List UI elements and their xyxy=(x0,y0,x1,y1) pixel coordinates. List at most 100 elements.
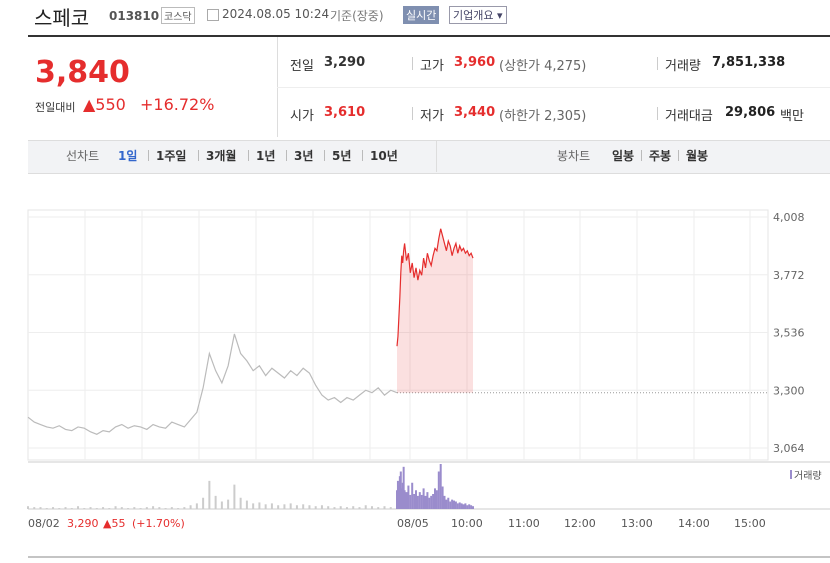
volume-bar xyxy=(195,503,198,509)
volume-bar xyxy=(270,503,273,509)
volume-bar xyxy=(220,501,223,509)
tab-sep xyxy=(678,150,679,161)
chart: 4,008 3,772 3,536 3,300 3,064 거래량 08/02 08/05 10… xyxy=(27,209,830,558)
volume-bar xyxy=(428,497,431,509)
x-tick-label: 14:00 xyxy=(678,517,710,530)
volume-bar xyxy=(370,506,373,509)
volume-bar xyxy=(430,495,433,509)
volume-bar xyxy=(308,505,311,509)
volume-bar xyxy=(437,471,440,509)
tab-sep xyxy=(198,150,199,161)
volume-bar xyxy=(289,503,292,509)
volume-bar xyxy=(33,507,36,509)
tab-sep xyxy=(148,150,149,161)
y-tick-label: 3,300 xyxy=(773,384,805,397)
tab[interactable]: 3년 xyxy=(294,149,314,163)
x-tick-label: 12:00 xyxy=(564,517,596,530)
cell-value: 3,290 xyxy=(324,55,366,70)
volume-bar xyxy=(451,499,454,509)
volume-bar xyxy=(377,507,380,509)
volume-bar xyxy=(413,494,416,509)
realtime-button[interactable]: 실시간 xyxy=(403,6,440,24)
tab[interactable]: 3개월 xyxy=(206,149,237,163)
x-tick-label: 08/02 xyxy=(28,517,60,530)
volume-bar xyxy=(434,488,436,509)
volume-bar xyxy=(214,495,217,509)
volume-bar xyxy=(383,506,386,509)
volume-bar xyxy=(302,504,305,509)
cell-note: (상한가 4,275) xyxy=(499,59,587,74)
tab[interactable]: 1년 xyxy=(256,149,276,163)
volume-bar xyxy=(239,497,242,509)
volume-bar xyxy=(114,506,117,509)
price-box: 3,840 전일대비 ▲550 +16.72% xyxy=(28,37,278,137)
volume-bar xyxy=(227,499,230,509)
tab[interactable]: 일봉 xyxy=(612,149,635,163)
volume-bar xyxy=(58,508,61,509)
volume-bar xyxy=(445,499,448,509)
cell-value: 3,440 xyxy=(454,105,496,120)
y-tick-label: 3,064 xyxy=(773,442,805,455)
volume-bar xyxy=(233,484,236,509)
volume-bar xyxy=(439,464,442,509)
volume-bar xyxy=(283,504,286,509)
volume-bar xyxy=(83,508,86,509)
market-badge: 코스닥 xyxy=(161,7,195,24)
volume-bar xyxy=(64,507,67,509)
volume-bar xyxy=(327,506,330,509)
tab-sep xyxy=(641,150,642,161)
change: ▲550 xyxy=(83,95,126,114)
volume-bar xyxy=(407,485,410,509)
volume-bar xyxy=(415,490,417,509)
volume-bar xyxy=(77,506,80,509)
cell-label: 고가 xyxy=(420,59,444,74)
volume-bar xyxy=(108,508,111,509)
cell-label: 전일 xyxy=(290,59,314,74)
tab-group-label: 봉차트 xyxy=(557,149,591,163)
volume-bar xyxy=(102,507,105,509)
volume-bar xyxy=(27,506,29,509)
y-tick-label: 3,536 xyxy=(773,327,805,340)
volume-bar xyxy=(424,495,427,509)
volume-bar xyxy=(389,507,392,509)
volume-bar xyxy=(164,508,167,509)
cell-label: 저가 xyxy=(420,109,444,124)
volume-bar xyxy=(345,507,348,509)
tab[interactable]: 1주일 xyxy=(156,149,187,163)
tab[interactable]: 1일 xyxy=(118,149,138,163)
volume-bar xyxy=(418,492,421,509)
volume-bar xyxy=(458,502,461,509)
datetime: 2024.08.05 10:24 xyxy=(222,7,330,21)
tab[interactable]: 주봉 xyxy=(649,149,672,163)
cell-divider xyxy=(412,107,413,120)
tab[interactable]: 5년 xyxy=(332,149,352,163)
volume-bar xyxy=(449,501,452,509)
overview-text: 기업개요 xyxy=(453,9,494,22)
tab-divider xyxy=(436,141,437,172)
tab-sep xyxy=(324,150,325,161)
row-rule xyxy=(277,87,830,88)
cell-divider xyxy=(657,107,658,120)
volume-bar xyxy=(453,500,455,509)
volume-bar xyxy=(314,506,317,509)
tab[interactable]: 10년 xyxy=(370,149,398,163)
stock-name: 스페코 xyxy=(34,6,90,30)
cell-divider xyxy=(657,57,658,70)
volume-bar xyxy=(466,505,469,509)
volume-bar xyxy=(145,507,148,509)
volume-bar xyxy=(95,508,98,509)
stock-code: 013810 xyxy=(109,9,160,23)
cell-value: 29,806 xyxy=(725,105,776,120)
volume-bar xyxy=(245,500,248,509)
x-tick-label: 11:00 xyxy=(508,517,540,530)
tab[interactable]: 월봉 xyxy=(686,149,709,163)
x-tick-label: 15:00 xyxy=(734,517,766,530)
volume-legend-mark xyxy=(790,470,792,479)
volume-bar xyxy=(333,507,336,509)
x-tick-label: 08/05 xyxy=(397,517,429,530)
tab-sep xyxy=(362,150,363,161)
overview-button[interactable]: 기업개요 ▾ xyxy=(449,6,507,24)
volume-bar xyxy=(447,497,450,509)
volume-bar xyxy=(295,505,298,509)
